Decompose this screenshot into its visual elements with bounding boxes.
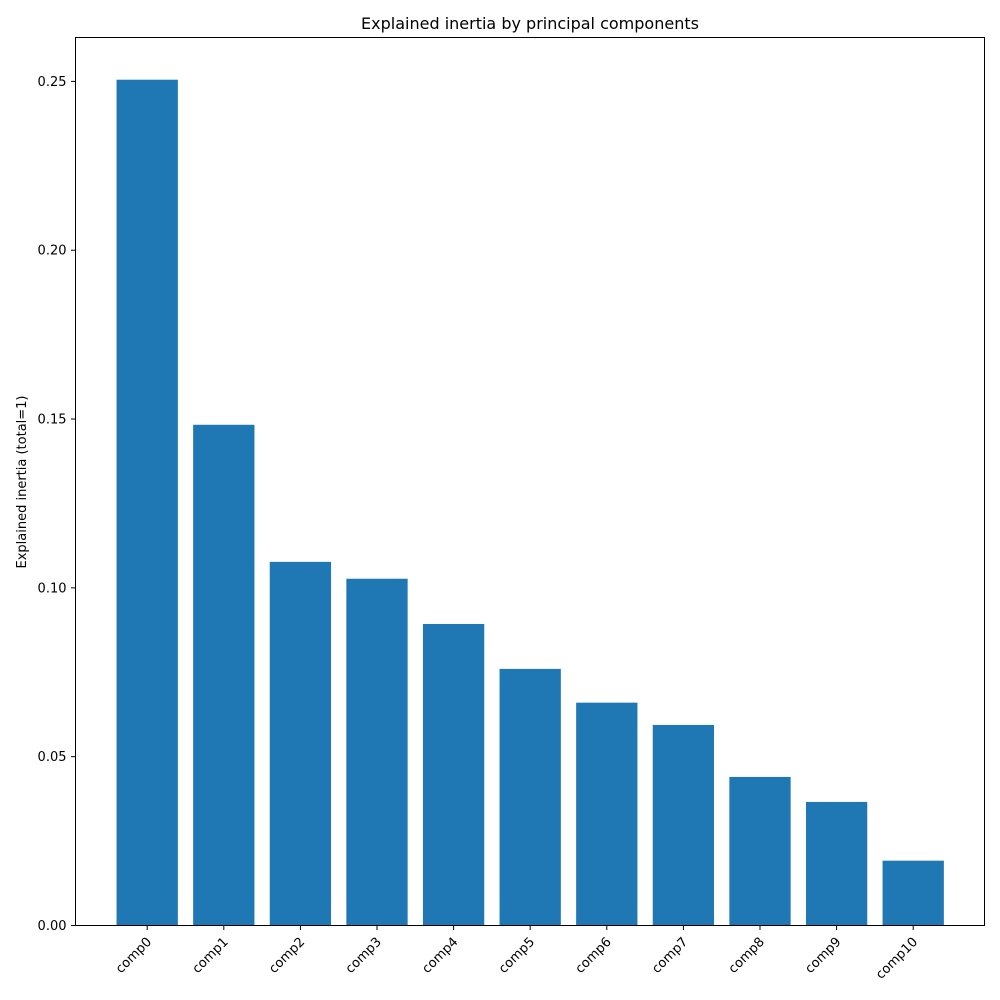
x-tick-label: comp1 (190, 935, 232, 977)
bar-comp9 (805, 801, 868, 926)
x-tick-label: comp6 (573, 935, 615, 977)
bar-comp1 (193, 424, 255, 926)
bar-comp6 (576, 702, 638, 926)
x-axis: comp0 comp1 comp2 comp3 comp4 comp5 comp6 comp7… (113, 925, 921, 983)
y-tick-label: 0.20 (38, 244, 67, 259)
y-tick-label: 0.10 (38, 581, 67, 596)
x-tick-label: comp9 (802, 935, 844, 977)
x-tick-label: comp10 (873, 935, 921, 983)
bar-comp0 (116, 79, 178, 926)
y-tick-label: 0.25 (38, 75, 67, 90)
bar-comp4 (422, 623, 485, 926)
plot-frame (75, 37, 985, 926)
x-tick-label: comp3 (343, 935, 385, 977)
bar-comp10 (882, 860, 944, 926)
chart-title: Explained inertia by principal component… (361, 14, 699, 33)
y-tick-label: 0.15 (38, 413, 67, 428)
bar-comp2 (269, 561, 332, 926)
bar-comp3 (346, 578, 408, 926)
bar-comp5 (499, 668, 561, 926)
x-tick-label: comp5 (496, 935, 538, 977)
y-axis-label: Explained inertia (total=1) (15, 395, 30, 568)
y-tick-label: 0.00 (38, 919, 67, 934)
y-tick-label: 0.05 (38, 750, 67, 765)
x-tick-label: comp4 (419, 935, 461, 977)
bar-comp7 (652, 724, 715, 926)
x-tick-label: comp8 (726, 935, 768, 977)
y-axis: 0.00 0.05 0.10 0.15 0.20 0.25 (38, 75, 76, 934)
x-tick-label: comp0 (113, 935, 155, 977)
bar-comp8 (729, 776, 791, 926)
x-tick-label: comp2 (266, 935, 308, 977)
x-tick-label: comp7 (649, 935, 691, 977)
bars-group (116, 79, 944, 926)
